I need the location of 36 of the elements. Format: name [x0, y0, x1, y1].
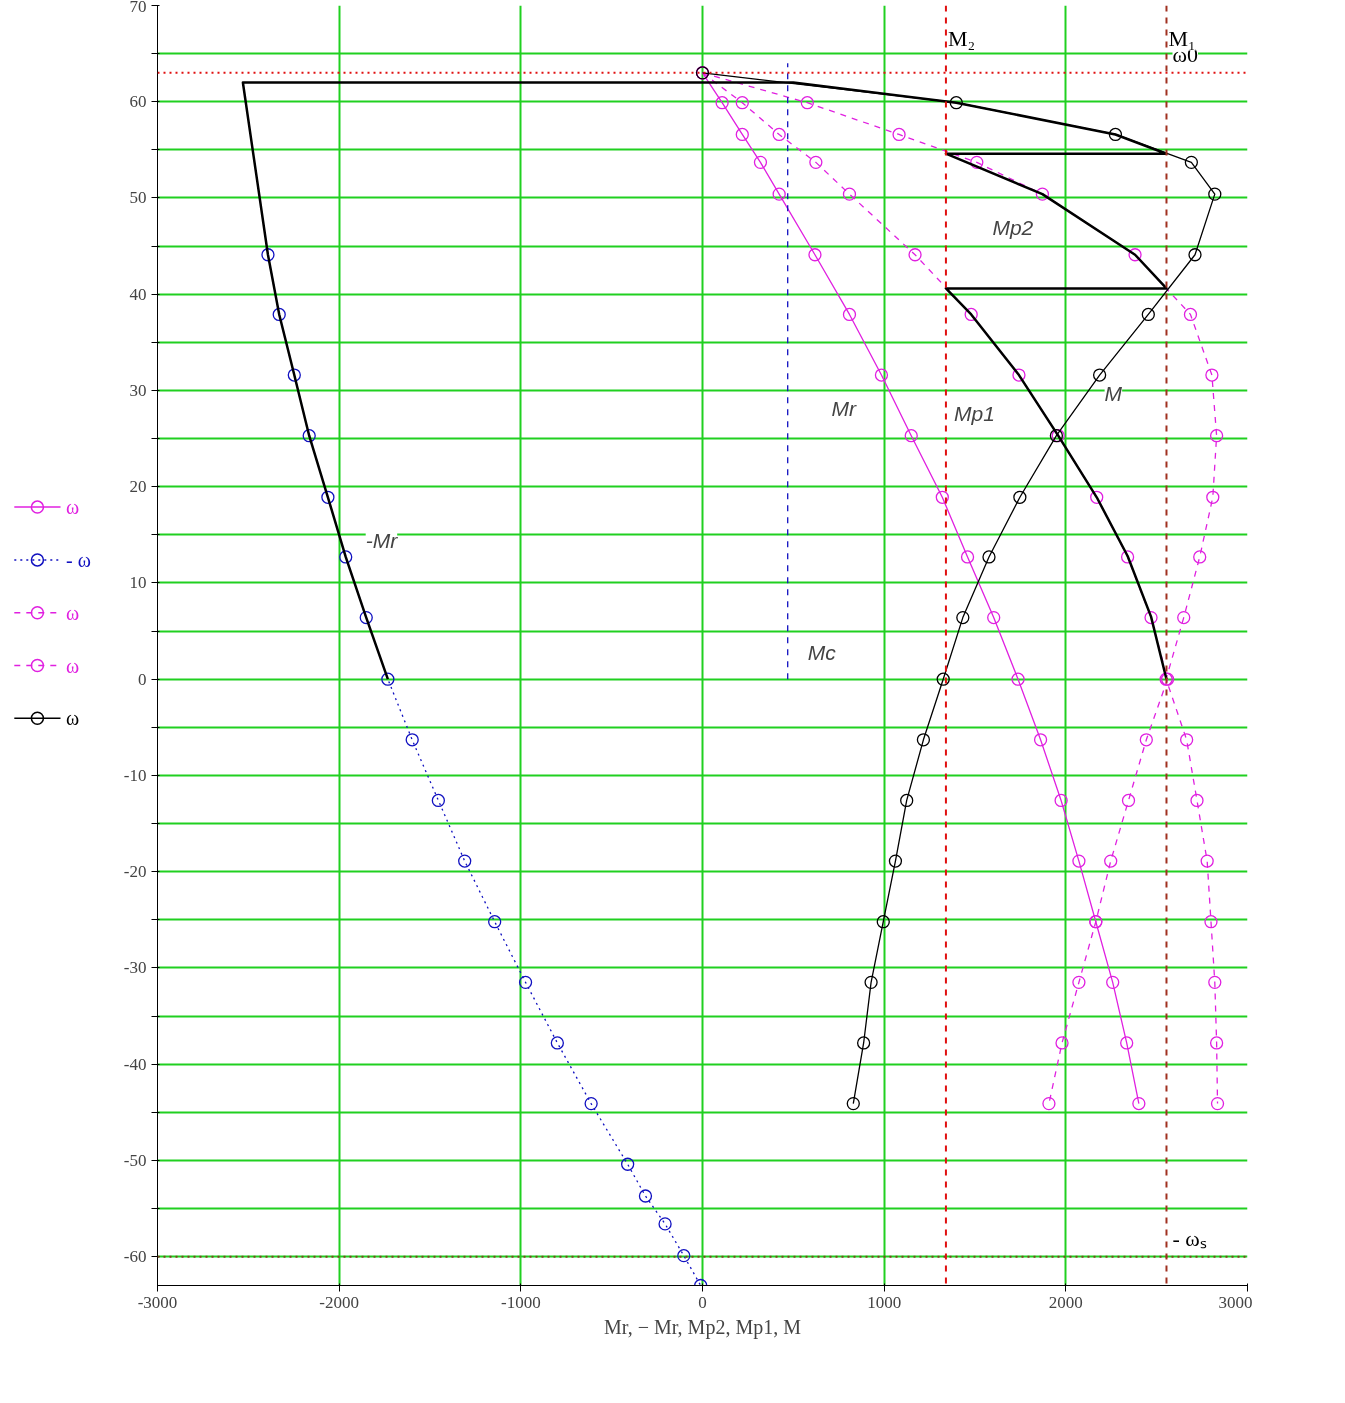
annotation: M [1104, 382, 1123, 406]
y-tick-label: -40 [123, 1054, 147, 1074]
legend-label: - ω [66, 548, 91, 571]
annotation: Mc [807, 641, 837, 665]
x-tick-label: 2000 [1048, 1292, 1083, 1312]
y-tick-label: 20 [129, 477, 147, 497]
ref-line-label: M₂ [947, 25, 976, 51]
y-tick-label: 40 [129, 284, 147, 304]
legend-label: ω [66, 707, 80, 730]
x-tick-label: -3000 [137, 1292, 178, 1312]
y-tick-label: -10 [123, 765, 147, 785]
y-tick-label: 50 [129, 188, 147, 208]
y-tick-label: -60 [123, 1247, 147, 1267]
y-tick-label: 60 [129, 92, 147, 112]
legend-label: ω [66, 601, 80, 624]
y-tick-label: -20 [123, 862, 147, 882]
y-tick-label: -30 [123, 958, 147, 978]
annotation: Mr [831, 397, 857, 421]
ref-line-label: M₁ [1168, 25, 1196, 51]
y-tick-label: 10 [129, 573, 147, 593]
y-tick-label: 70 [129, 0, 147, 16]
legend-label: ω [66, 654, 80, 677]
annotation: Mp1 [953, 402, 995, 426]
ref-line-label: - ωₛ [1172, 1225, 1207, 1251]
y-tick-label: 30 [129, 380, 147, 400]
annotation: Mp2 [992, 216, 1034, 240]
x-tick-label: 1000 [867, 1292, 902, 1312]
x-tick-label: -2000 [319, 1292, 360, 1312]
x-tick-label: -1000 [501, 1292, 541, 1312]
annotation: -Mr [365, 528, 399, 552]
y-tick-label: -50 [123, 1150, 147, 1170]
x-axis-title: Mr, − Mr, Mp2, Mp1, M [604, 1315, 802, 1339]
x-tick-label: 3000 [1218, 1292, 1253, 1312]
y-tick-label: 0 [138, 669, 147, 689]
x-tick-label: 0 [698, 1292, 707, 1312]
legend-label: ω [66, 496, 80, 519]
